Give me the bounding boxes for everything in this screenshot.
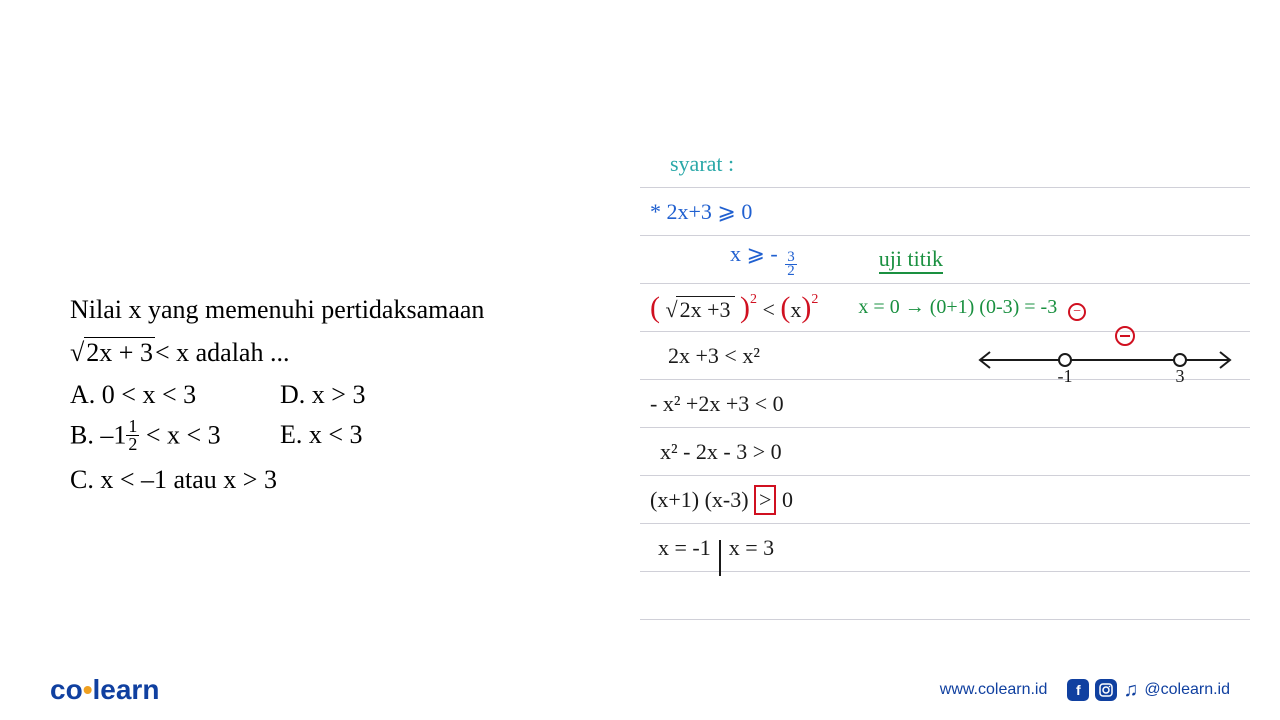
footer: co•learn www.colearn.id f ♫ @colearn.id	[0, 660, 1280, 720]
roots-line: x = -1 x = 3	[640, 524, 1250, 572]
social-icons: f ♫ @colearn.id	[1067, 679, 1230, 702]
question-panel: Nilai x yang memenuhi pertidaksamaan √2x…	[0, 0, 640, 650]
uji-titik-label: uji titik	[879, 246, 943, 274]
boxed-operator: >	[754, 485, 776, 515]
step4-line: x² - 2x - 3 > 0	[640, 428, 1250, 476]
cond2: x ⩾ - 32	[730, 241, 799, 279]
question-prompt: Nilai x yang memenuhi pertidaksamaan	[70, 290, 620, 329]
social-handle: @colearn.id	[1144, 681, 1230, 699]
footer-url: www.colearn.id	[940, 681, 1048, 699]
footer-right: www.colearn.id f ♫ @colearn.id	[940, 679, 1230, 702]
empty-line	[640, 572, 1250, 620]
root-left: x = -1	[658, 535, 711, 561]
minus-circle-icon: −	[1068, 303, 1086, 321]
question-comparison: < x adalah ...	[155, 338, 290, 368]
option-b-suffix: < x < 3	[139, 421, 220, 450]
instagram-icon	[1095, 679, 1117, 701]
option-c: C. x < –1 atau x > 3	[70, 465, 440, 495]
brand-dot: •	[83, 674, 93, 705]
step4: x² - 2x - 3 > 0	[660, 439, 782, 465]
syarat-label: syarat :	[670, 151, 734, 177]
cond1: * 2x+3 ⩾ 0	[650, 199, 752, 225]
nl-label-right: 3	[1176, 366, 1185, 386]
root-right: x = 3	[729, 535, 774, 561]
option-b-prefix: B. –1	[70, 421, 126, 450]
nl-label-left: -1	[1058, 366, 1073, 386]
option-b: B. –112 < x < 3	[70, 420, 280, 455]
divider-bar	[719, 540, 721, 576]
step3: - x² +2x +3 < 0	[650, 391, 784, 417]
facebook-icon: f	[1067, 679, 1089, 701]
sqrt-symbol: √	[70, 338, 84, 368]
squared-inequality: ( √2x +3 )2 < (x)2	[650, 291, 818, 325]
option-a: A. 0 < x < 3	[70, 380, 280, 410]
content-area: Nilai x yang memenuhi pertidaksamaan √2x…	[0, 0, 1280, 650]
option-e: E. x < 3	[280, 420, 440, 455]
step5-line: (x+1) (x-3) > 0	[640, 476, 1250, 524]
option-d: D. x > 3	[280, 380, 440, 410]
number-line-svg: -1 3	[970, 320, 1250, 400]
brand-logo: co•learn	[50, 674, 159, 706]
cond1-line: * 2x+3 ⩾ 0	[640, 188, 1250, 236]
sqrt-radicand: 2x + 3	[84, 337, 155, 368]
option-b-fraction: 12	[126, 418, 139, 453]
step5: (x+1) (x-3) > 0	[650, 485, 793, 515]
cond2-line: x ⩾ - 32 uji titik	[640, 236, 1250, 284]
question-inequality: √2x + 3 < x adalah ...	[70, 337, 620, 368]
test-point: x = 0 → (0+1) (0-3) = -3 −	[858, 296, 1086, 319]
options-grid: A. 0 < x < 3 D. x > 3 B. –112 < x < 3 E.…	[70, 380, 620, 495]
solution-panel: syarat : * 2x+3 ⩾ 0 x ⩾ - 32 uji titik (…	[640, 0, 1280, 650]
brand-co: co	[50, 674, 83, 705]
brand-learn: learn	[93, 674, 160, 705]
tiktok-icon: ♫	[1123, 679, 1138, 702]
number-line: -1 3	[970, 320, 1250, 400]
syarat-line: syarat :	[640, 140, 1250, 188]
step2: 2x +3 < x²	[668, 343, 760, 369]
